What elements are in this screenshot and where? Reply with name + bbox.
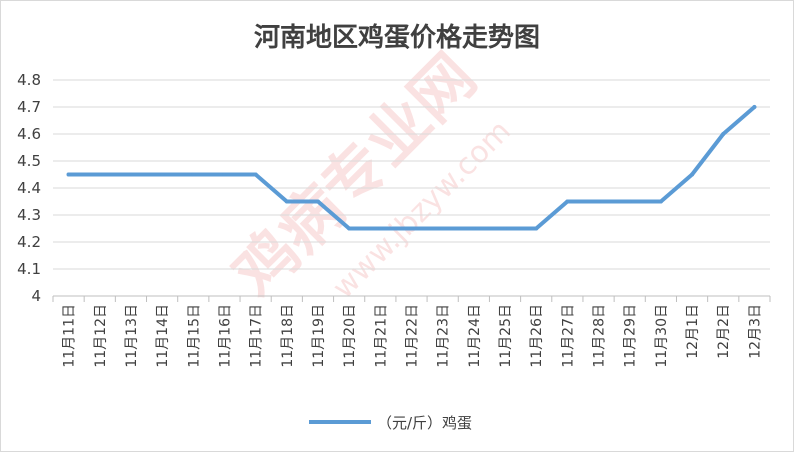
data-point xyxy=(503,226,508,231)
x-tick-label: 11月17日 xyxy=(249,304,265,368)
x-tick-label: 11月21日 xyxy=(373,304,389,368)
x-tick-label: 11月23日 xyxy=(436,304,452,368)
x-axis-ticks: 11月11日 11月12日 11月13日 11月14日 11月15日 11月16日 11月1… xyxy=(62,304,764,368)
data-point xyxy=(534,226,539,231)
data-point xyxy=(752,105,757,109)
y-tick-label: 4 xyxy=(31,287,41,305)
x-tick-label: 11月25日 xyxy=(498,304,514,368)
legend-series-name: （元/斤）鸡蛋 xyxy=(377,414,472,432)
legend: （元/斤）鸡蛋 xyxy=(309,414,472,432)
data-point xyxy=(253,172,258,177)
x-tick-label: 11月14日 xyxy=(155,304,171,368)
y-tick-label: 4.7 xyxy=(17,98,41,116)
x-tick-label: 11月20日 xyxy=(342,304,358,368)
data-point xyxy=(378,226,383,231)
x-tick-label: 11月29日 xyxy=(623,304,639,368)
data-point xyxy=(627,199,632,204)
x-tick-label: 11月16日 xyxy=(217,304,233,368)
x-tick-label: 11月15日 xyxy=(186,304,202,368)
x-tick-label: 11月12日 xyxy=(93,304,109,368)
x-tick-label: 11月28日 xyxy=(592,304,608,368)
x-tick-label: 12月2日 xyxy=(716,304,732,359)
data-point xyxy=(721,132,726,136)
data-point xyxy=(315,199,320,204)
data-point xyxy=(222,172,227,177)
data-point xyxy=(347,226,352,231)
gridlines xyxy=(52,79,771,302)
x-tick-label: 11月13日 xyxy=(124,304,140,368)
y-tick-label: 4.4 xyxy=(17,179,41,197)
data-point xyxy=(160,172,165,177)
data-point xyxy=(284,199,289,204)
data-point xyxy=(596,199,601,204)
data-point xyxy=(471,226,476,231)
y-tick-label: 4.6 xyxy=(17,125,41,143)
series-layer xyxy=(66,105,757,231)
x-tick-label: 11月22日 xyxy=(405,304,421,368)
y-tick-label: 4.1 xyxy=(17,260,41,278)
x-tick-label: 11月26日 xyxy=(529,304,545,368)
data-point xyxy=(97,172,102,177)
x-tick-label: 11月19日 xyxy=(311,304,327,368)
data-point xyxy=(690,172,695,177)
chart-title: 河南地区鸡蛋价格走势图 xyxy=(254,22,540,53)
x-tick-label: 11月27日 xyxy=(560,304,576,368)
x-tick-label: 11月18日 xyxy=(280,304,296,368)
data-point xyxy=(128,172,133,177)
x-tick-label: 11月24日 xyxy=(467,304,483,368)
data-point xyxy=(658,199,663,204)
y-tick-label: 4.8 xyxy=(17,71,41,89)
y-tick-label: 4.2 xyxy=(17,233,41,251)
y-axis-ticks: 4 4.1 4.2 4.3 4.4 4.5 4.6 4.7 4.8 xyxy=(17,71,41,305)
x-tick-label: 11月30日 xyxy=(654,304,670,368)
x-tick-label: 11月11日 xyxy=(62,304,78,368)
data-point xyxy=(191,172,196,177)
data-point xyxy=(565,199,570,204)
x-tick-label: 12月1日 xyxy=(685,304,701,359)
y-tick-label: 4.3 xyxy=(17,206,41,224)
x-tick-label: 12月3日 xyxy=(747,304,763,359)
data-point xyxy=(66,172,71,177)
data-point xyxy=(440,226,445,231)
y-tick-label: 4.5 xyxy=(17,152,41,170)
data-point xyxy=(409,226,414,231)
